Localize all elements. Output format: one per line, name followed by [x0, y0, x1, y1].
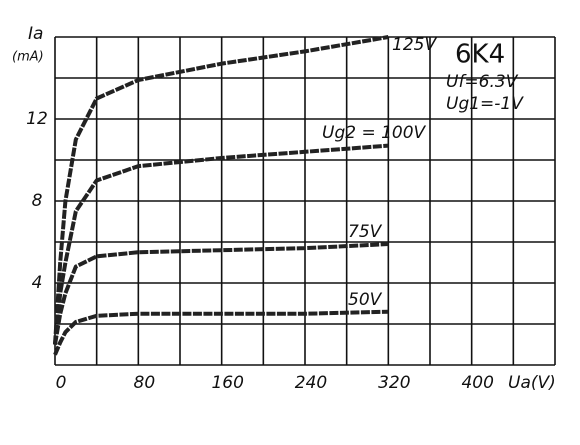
- y-tick-label: 12: [26, 109, 48, 129]
- x-axis-label: Ua(V): [508, 373, 556, 393]
- x-tick-label: 320: [378, 373, 410, 393]
- annotation: Uf=6.3V: [446, 72, 519, 92]
- x-tick-label: 80: [134, 373, 156, 393]
- chart-title: 6K4: [455, 40, 505, 70]
- x-tick-label: 0: [56, 373, 67, 393]
- curve-label: Ug2 = 100V: [322, 123, 427, 143]
- y-tick-label: 8: [32, 191, 43, 211]
- curve-label: 125V: [392, 35, 437, 55]
- curve-label: 75V: [348, 222, 383, 242]
- x-tick-label: 400: [461, 373, 493, 393]
- annotation: Ug1=-1V: [446, 94, 524, 114]
- curve: [53, 35, 389, 345]
- x-tick-label: 240: [295, 373, 327, 393]
- curve: [53, 242, 389, 345]
- curve-label: 50V: [348, 290, 383, 310]
- y-axis-label: Ia: [28, 24, 43, 44]
- x-tick-label: 160: [211, 373, 243, 393]
- y-tick-label: 4: [32, 273, 43, 293]
- curve: [53, 309, 389, 356]
- y-axis-unit: (mA): [12, 50, 44, 65]
- curve: [53, 143, 389, 345]
